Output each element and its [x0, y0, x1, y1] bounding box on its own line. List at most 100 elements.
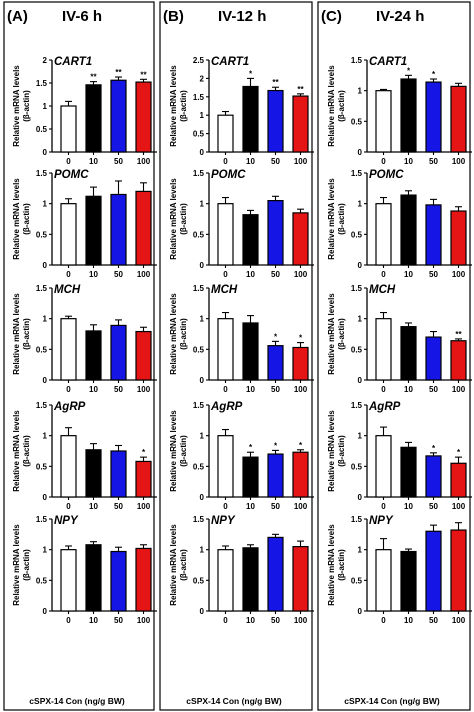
- y-tick-label: 1.5: [351, 169, 363, 178]
- x-tick-label: 50: [114, 616, 123, 625]
- x-tick-label: 0: [223, 157, 228, 166]
- x-tick-label: 10: [404, 616, 413, 625]
- x-tick-label: 0: [381, 157, 386, 166]
- y-axis-unit: (β-actin): [22, 90, 31, 122]
- x-tick-label: 50: [271, 616, 280, 625]
- y-axis-title: Relative mRNA levels: [12, 65, 21, 147]
- x-tick-label: 10: [246, 157, 255, 166]
- y-tick-label: 0.5: [351, 576, 363, 585]
- y-axis-unit: (β-actin): [22, 203, 31, 235]
- bar: [135, 330, 152, 381]
- y-tick-label: 1.5: [36, 79, 48, 88]
- chart-b-agrp: Relative mRNA levels (β-actin) 0 0.5 1 1.5 AgR…: [169, 401, 314, 511]
- significance-label: **: [115, 68, 122, 77]
- x-tick-label: 50: [114, 502, 123, 511]
- y-axis-title: Relative mRNA levels: [12, 293, 21, 375]
- y-tick-label: 1: [43, 102, 48, 111]
- y-tick-label: 1: [43, 432, 48, 441]
- y-axis-title: Relative mRNA levels: [12, 178, 21, 260]
- chart-a-pomc: Relative mRNA levels (β-actin) 0 0.5 1 1.5 POM…: [12, 169, 157, 279]
- x-tick-label: 10: [246, 385, 255, 394]
- y-axis-unit: (β-actin): [22, 435, 31, 467]
- y-tick-label: 1: [200, 111, 205, 120]
- y-tick-label: 1.5: [193, 401, 205, 410]
- gene-label: AgRP: [210, 401, 243, 413]
- significance-label: *: [457, 448, 461, 457]
- y-axis-title: Relative mRNA levels: [327, 65, 336, 147]
- gene-label: CART1: [54, 56, 92, 68]
- bar: [242, 214, 259, 266]
- gene-label: CART1: [211, 56, 249, 68]
- x-tick-label: 100: [452, 270, 466, 279]
- bar: [60, 203, 77, 266]
- panel-letter: (B): [163, 8, 184, 25]
- bar: [217, 318, 234, 381]
- x-tick-label: 0: [223, 502, 228, 511]
- bar: [135, 190, 152, 266]
- y-axis-unit: (β-actin): [22, 549, 31, 581]
- y-tick-label: 1.5: [193, 284, 205, 293]
- y-axis-unit: (β-actin): [337, 435, 346, 467]
- bar: [450, 210, 467, 266]
- y-tick-label: 1: [43, 200, 48, 209]
- x-tick-label: 50: [271, 157, 280, 166]
- y-tick-label: 0.5: [351, 345, 363, 354]
- significance-label: *: [407, 66, 411, 75]
- panel-title: IV-12 h: [218, 8, 266, 25]
- x-tick-label: 100: [452, 385, 466, 394]
- y-tick-label: 2.5: [193, 56, 205, 65]
- y-tick-label: 1: [200, 546, 205, 555]
- x-axis-title: cSPX-14 Con (ng/g BW): [186, 696, 282, 706]
- significance-label: *: [432, 444, 436, 453]
- bar: [242, 456, 259, 498]
- y-tick-label: 1.5: [351, 284, 363, 293]
- x-tick-label: 0: [66, 385, 71, 394]
- significance-label: *: [249, 443, 253, 452]
- panel-b: (B) IV-12 h: [159, 1, 313, 711]
- y-tick-label: 0: [200, 148, 205, 157]
- x-tick-label: 50: [429, 502, 438, 511]
- bar: [110, 193, 127, 266]
- significance-label: *: [142, 448, 146, 457]
- x-tick-label: 100: [452, 157, 466, 166]
- x-tick-label: 100: [294, 385, 308, 394]
- x-tick-label: 50: [271, 502, 280, 511]
- x-tick-label: 0: [223, 385, 228, 394]
- x-tick-label: 50: [114, 157, 123, 166]
- chart-b-pomc: Relative mRNA levels (β-actin) 0 0.5 1 1.5 POM…: [169, 169, 314, 279]
- x-tick-label: 10: [404, 502, 413, 511]
- bar: [85, 195, 102, 266]
- bar: [450, 340, 467, 381]
- bar: [375, 318, 392, 381]
- bar: [60, 318, 77, 381]
- y-axis-unit: (β-actin): [179, 203, 188, 235]
- x-tick-label: 50: [271, 270, 280, 279]
- y-tick-label: 1.5: [36, 401, 48, 410]
- bar: [292, 95, 309, 153]
- x-tick-label: 0: [66, 616, 71, 625]
- x-tick-label: 10: [89, 385, 98, 394]
- y-axis-title: Relative mRNA levels: [12, 410, 21, 492]
- y-tick-label: 2: [43, 56, 48, 65]
- y-tick-label: 1.5: [351, 401, 363, 410]
- chart-c-pomc: Relative mRNA levels (β-actin) 0 0.5 1 1.5 POM…: [327, 169, 472, 279]
- significance-label: **: [140, 70, 147, 79]
- y-tick-label: 0: [200, 607, 205, 616]
- chart-c-mch: Relative mRNA levels (β-actin) 0 0.5 1 1.5 MCH…: [327, 284, 472, 394]
- x-tick-label: 0: [66, 502, 71, 511]
- y-tick-label: 1.5: [36, 169, 48, 178]
- x-tick-label: 100: [137, 502, 151, 511]
- bar: [85, 84, 102, 153]
- chart-c-cart1: Relative mRNA levels (β-actin) 0 0.5 1 1.5 CAR…: [327, 56, 472, 166]
- chart-a-agrp: Relative mRNA levels (β-actin) 0 0.5 1 1.5 AgR…: [12, 401, 157, 511]
- bar: [425, 530, 442, 612]
- y-tick-label: 1: [358, 87, 363, 96]
- bar: [267, 536, 284, 612]
- panel-letter: (A): [7, 8, 28, 25]
- x-tick-label: 10: [89, 157, 98, 166]
- y-tick-label: 0.5: [36, 462, 48, 471]
- x-tick-label: 10: [246, 502, 255, 511]
- x-tick-label: 0: [66, 270, 71, 279]
- y-axis-title: Relative mRNA levels: [327, 524, 336, 606]
- x-tick-label: 50: [429, 157, 438, 166]
